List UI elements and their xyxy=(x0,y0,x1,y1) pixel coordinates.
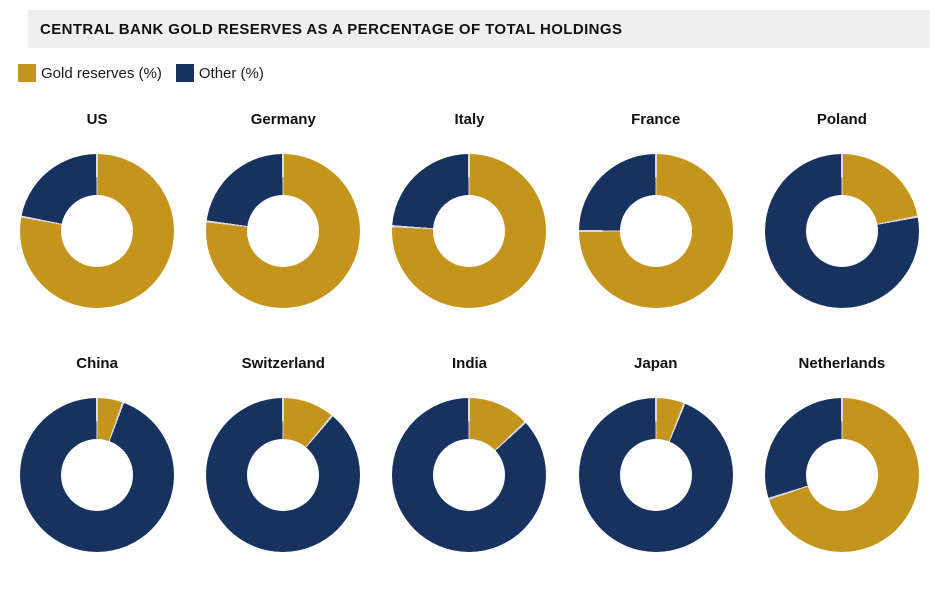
donut-netherlands xyxy=(764,398,919,552)
donut-italy xyxy=(392,154,547,308)
donut-hole xyxy=(247,195,320,267)
donut-cell-france: France xyxy=(563,110,749,308)
donut-cell-italy: Italy xyxy=(376,110,562,308)
other-swatch-icon xyxy=(175,64,194,82)
donut-us xyxy=(20,154,175,308)
donut-chart-grid: US Germany Italy France Poland China Switzerla… xyxy=(0,110,935,552)
donut-cell-japan: Japan xyxy=(563,354,749,552)
donut-hole xyxy=(433,439,506,511)
country-label: China xyxy=(76,355,118,372)
country-label: Japan xyxy=(634,355,678,372)
donut-poland xyxy=(764,154,919,308)
donut-china xyxy=(20,398,175,552)
donut-cell-switzerland: Switzerland xyxy=(190,354,376,552)
donut-india xyxy=(392,398,547,552)
donut-cell-netherlands: Netherlands xyxy=(749,354,935,552)
donut-cell-poland: Poland xyxy=(749,110,935,308)
country-label: US xyxy=(86,111,108,128)
chart-title: CENTRAL BANK GOLD RESERVES AS A PERCENTA… xyxy=(40,20,623,38)
chart-title-bar: CENTRAL BANK GOLD RESERVES AS A PERCENTA… xyxy=(28,10,930,48)
donut-hole xyxy=(805,439,878,511)
donut-hole xyxy=(61,195,134,267)
donut-cell-india: India xyxy=(376,354,562,552)
country-label: France xyxy=(631,111,681,128)
donut-france xyxy=(578,154,733,308)
donut-hole xyxy=(433,195,506,267)
legend-label: Gold reserves (%) xyxy=(41,64,162,82)
country-label: Italy xyxy=(454,111,485,128)
donut-germany xyxy=(206,154,361,308)
donut-hole xyxy=(247,439,320,511)
donut-cell-germany: Germany xyxy=(190,110,376,308)
donut-japan xyxy=(578,398,733,552)
country-label: Poland xyxy=(816,111,867,128)
country-label: Germany xyxy=(250,111,316,128)
chart-legend: Gold reserves (%) Other (%) xyxy=(18,64,935,82)
donut-cell-us: US xyxy=(4,110,190,308)
legend-item-gold-reserves: Gold reserves (%) xyxy=(18,64,162,82)
donut-hole xyxy=(61,439,134,511)
donut-cell-china: China xyxy=(4,354,190,552)
donut-switzerland xyxy=(206,398,361,552)
legend-item-other: Other (%) xyxy=(175,64,264,82)
legend-label: Other (%) xyxy=(198,64,264,82)
country-label: Switzerland xyxy=(241,355,325,372)
gold-reserves-swatch-icon xyxy=(18,64,36,82)
donut-hole xyxy=(805,195,878,267)
donut-hole xyxy=(619,195,692,267)
country-label: Netherlands xyxy=(798,355,886,372)
country-label: India xyxy=(451,355,487,372)
donut-hole xyxy=(619,439,692,511)
